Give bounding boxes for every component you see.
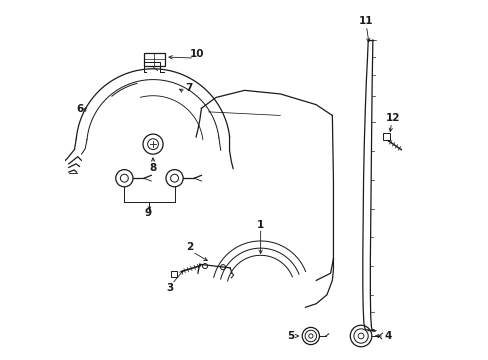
Text: 8: 8: [149, 163, 156, 173]
Text: 10: 10: [189, 49, 204, 59]
Text: 2: 2: [186, 242, 193, 252]
Text: 7: 7: [185, 83, 192, 93]
Text: 6: 6: [76, 104, 83, 114]
Text: 12: 12: [386, 113, 400, 123]
Text: 11: 11: [358, 17, 372, 27]
Text: 5: 5: [286, 331, 293, 341]
Text: 4: 4: [384, 331, 391, 341]
Text: 9: 9: [144, 208, 152, 218]
Text: 3: 3: [166, 283, 174, 293]
Text: 1: 1: [257, 220, 264, 230]
